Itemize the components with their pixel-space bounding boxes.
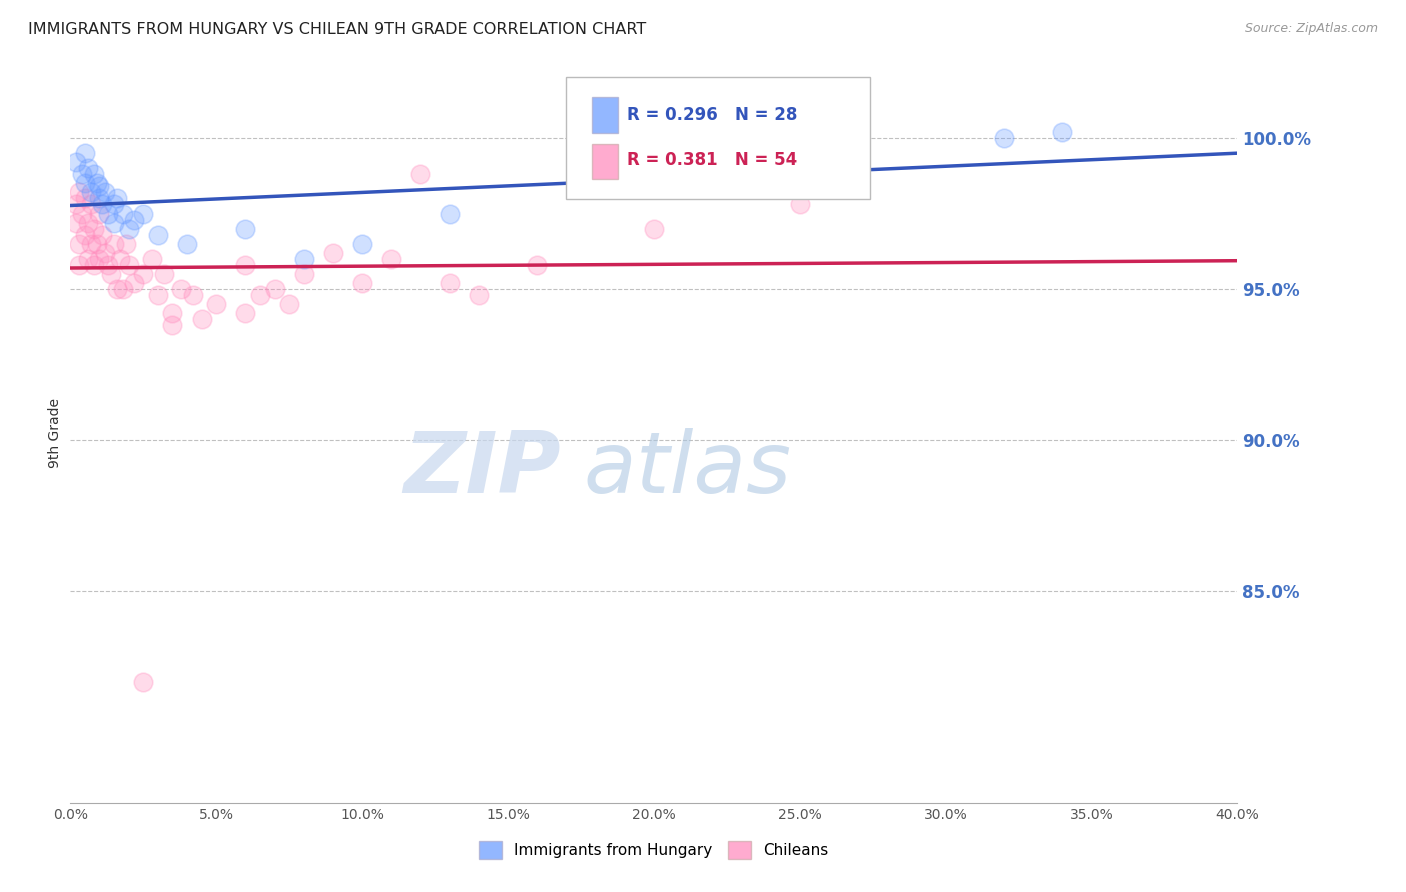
Point <box>83 258 105 272</box>
Point <box>124 212 146 227</box>
Point <box>67 186 90 200</box>
Point <box>439 206 461 220</box>
Point <box>108 252 131 266</box>
Text: R = 0.296   N = 28: R = 0.296 N = 28 <box>627 106 797 124</box>
Point <box>73 191 96 205</box>
Point <box>105 282 128 296</box>
Point <box>146 288 169 302</box>
Point <box>352 236 374 251</box>
Point <box>526 258 548 272</box>
Point <box>162 306 184 320</box>
Point <box>86 177 108 191</box>
Point <box>322 245 344 260</box>
Point <box>141 252 163 266</box>
Point <box>83 167 105 181</box>
Point <box>89 206 111 220</box>
Point <box>89 252 111 266</box>
Point <box>409 167 432 181</box>
Point <box>80 236 103 251</box>
Point <box>993 131 1015 145</box>
Point <box>76 161 98 176</box>
Point <box>80 186 103 200</box>
Point <box>111 206 134 220</box>
Point <box>162 318 184 333</box>
Point <box>70 167 93 181</box>
Text: ZIP: ZIP <box>402 428 561 511</box>
Point <box>249 288 271 302</box>
Point <box>65 155 87 169</box>
Point <box>94 186 117 200</box>
Point <box>118 221 141 235</box>
Bar <box>592 97 617 133</box>
Point <box>643 221 665 235</box>
Point <box>380 252 402 266</box>
Point <box>190 312 212 326</box>
Text: Source: ZipAtlas.com: Source: ZipAtlas.com <box>1244 22 1378 36</box>
Point <box>233 258 256 272</box>
Point <box>103 236 125 251</box>
Point <box>132 267 155 281</box>
Point <box>103 216 125 230</box>
Point <box>65 216 87 230</box>
Point <box>83 221 105 235</box>
Point <box>205 297 228 311</box>
Point <box>439 276 461 290</box>
Point <box>278 297 301 311</box>
Text: IMMIGRANTS FROM HUNGARY VS CHILEAN 9TH GRADE CORRELATION CHART: IMMIGRANTS FROM HUNGARY VS CHILEAN 9TH G… <box>28 22 647 37</box>
Point <box>118 258 141 272</box>
Point <box>97 206 120 220</box>
Point <box>233 306 256 320</box>
Point <box>170 282 193 296</box>
Point <box>181 288 204 302</box>
Point <box>86 236 108 251</box>
Point <box>76 216 98 230</box>
Point <box>292 252 315 266</box>
Point <box>111 282 134 296</box>
Point <box>352 276 374 290</box>
Point <box>97 258 120 272</box>
Point <box>146 227 169 242</box>
Point <box>103 197 125 211</box>
Point <box>73 177 96 191</box>
Point <box>1050 125 1074 139</box>
Point <box>70 206 93 220</box>
Point <box>263 282 285 296</box>
Point <box>105 191 128 205</box>
Point <box>67 236 90 251</box>
Point <box>176 236 198 251</box>
Point <box>65 197 87 211</box>
Point <box>233 221 256 235</box>
Point <box>73 227 96 242</box>
Point <box>91 197 114 211</box>
Point <box>89 191 111 205</box>
FancyBboxPatch shape <box>567 78 870 200</box>
Point <box>152 267 174 281</box>
Point <box>124 276 146 290</box>
Text: atlas: atlas <box>583 428 792 511</box>
Point <box>94 245 117 260</box>
Point <box>100 267 122 281</box>
Point <box>67 258 90 272</box>
Point <box>76 252 98 266</box>
Point <box>292 267 315 281</box>
Point <box>73 146 96 161</box>
Point <box>132 206 155 220</box>
Legend: Immigrants from Hungary, Chileans: Immigrants from Hungary, Chileans <box>474 835 834 865</box>
Point <box>80 197 103 211</box>
Point <box>789 197 811 211</box>
Y-axis label: 9th Grade: 9th Grade <box>48 398 62 467</box>
Point <box>468 288 491 302</box>
Point <box>89 179 111 194</box>
Point <box>91 227 114 242</box>
Point <box>132 674 155 689</box>
Text: R = 0.381   N = 54: R = 0.381 N = 54 <box>627 151 797 169</box>
Point <box>114 236 136 251</box>
Bar <box>592 144 617 179</box>
